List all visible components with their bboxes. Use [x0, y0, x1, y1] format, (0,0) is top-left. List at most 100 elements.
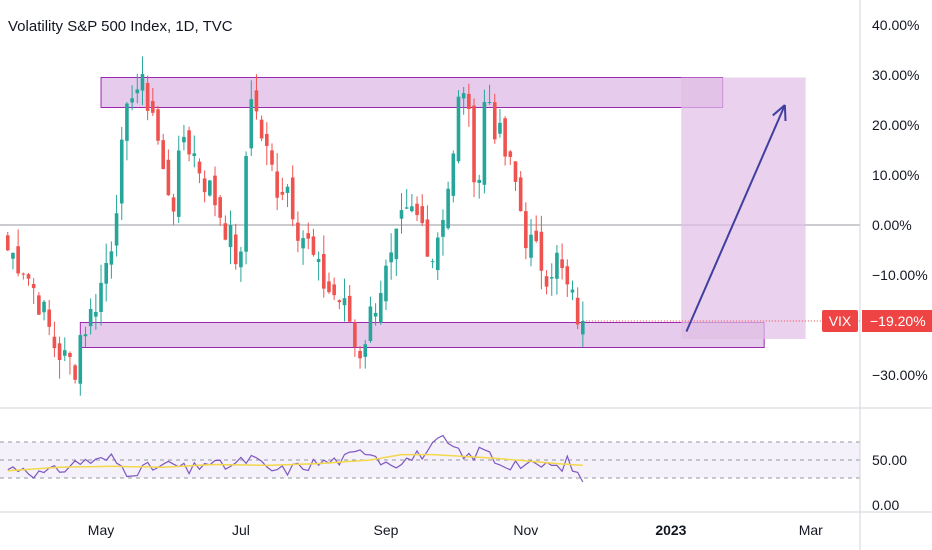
candle-body: [151, 101, 155, 113]
candle-body: [26, 274, 31, 279]
candle-body: [68, 352, 72, 357]
candle-body: [321, 253, 326, 289]
y-tick-label: 20.00%: [872, 117, 919, 133]
candle-body: [119, 139, 124, 204]
candle-body: [130, 98, 134, 103]
candle-body: [109, 251, 114, 265]
candle-body: [451, 153, 456, 196]
candle-body: [498, 122, 502, 134]
candle-body: [42, 301, 46, 313]
candle-body: [249, 99, 254, 149]
candle-body: [57, 343, 62, 361]
x-tick-label: Mar: [799, 522, 823, 538]
candle-body: [135, 89, 140, 94]
zone-box: [79, 322, 765, 348]
candle-body: [16, 246, 20, 274]
candle-body: [358, 350, 362, 359]
candle-body: [208, 180, 212, 196]
candle-body: [114, 213, 119, 246]
candle-body: [575, 297, 580, 325]
candle-body: [415, 203, 419, 216]
candle-body: [156, 109, 160, 141]
candle-body: [477, 179, 482, 183]
candle-body: [78, 335, 83, 384]
candle-body: [104, 262, 109, 284]
candle-body: [254, 90, 259, 112]
candle-body: [296, 222, 300, 241]
candle-body: [21, 273, 26, 275]
arrow-head: [783, 104, 787, 122]
candle-body: [94, 311, 98, 317]
candle-body: [47, 309, 52, 327]
chart-title: Volatility S&P 500 Index, 1D, TVC: [8, 18, 233, 35]
candle-body: [176, 150, 181, 217]
candle-body: [544, 276, 549, 287]
last-value-label-bg: [862, 310, 932, 332]
candle-body: [534, 230, 539, 242]
candle-body: [399, 210, 404, 219]
candle-body: [425, 219, 430, 257]
candle-body: [410, 206, 414, 212]
y-tick-label: −10.00%: [872, 267, 928, 283]
candle-body: [223, 223, 228, 240]
candle-body: [37, 295, 41, 315]
candle-body: [435, 237, 440, 271]
candle-body: [503, 118, 507, 157]
candle-body: [259, 119, 264, 139]
candle-body: [290, 177, 295, 220]
candle-body: [492, 102, 497, 140]
candle-body: [456, 96, 461, 162]
candle-body: [306, 233, 311, 239]
candle-body: [197, 161, 202, 174]
candle-body: [487, 102, 492, 104]
candle-body: [560, 259, 564, 269]
candle-body: [218, 197, 222, 218]
rsi-tick-label: 0.00: [872, 497, 899, 513]
candle-body: [430, 261, 435, 263]
candle-body: [239, 251, 243, 268]
symbol-label-bg: [822, 310, 858, 332]
y-tick-label: 10.00%: [872, 167, 919, 183]
candle-body: [332, 284, 336, 296]
candle-body: [244, 156, 248, 252]
candle-body: [373, 312, 378, 317]
candle-body: [187, 130, 191, 155]
candle-body: [482, 101, 487, 185]
candle-body: [125, 103, 129, 141]
symbol-label: VIX: [829, 313, 852, 329]
candle-body: [140, 74, 145, 91]
rsi-ma-line: [7, 453, 583, 472]
y-tick-label: −30.00%: [872, 367, 928, 383]
candle-body: [461, 93, 466, 99]
y-tick-label: 40.00%: [872, 17, 919, 33]
candle-body: [228, 225, 233, 248]
forecast-arrow: [685, 104, 786, 332]
x-tick-label: Jul: [232, 522, 250, 538]
candle-body: [5, 235, 10, 251]
x-tick-label: 2023: [655, 522, 686, 538]
candle-body: [472, 105, 476, 183]
price-pane: [0, 56, 860, 396]
candle-body: [524, 211, 528, 249]
candle-body: [161, 140, 165, 169]
candle-body: [549, 277, 554, 279]
candle-body: [88, 308, 93, 327]
candle-body: [467, 93, 471, 110]
candle-body: [555, 252, 559, 279]
candle-body: [337, 300, 342, 303]
candle-body: [404, 207, 409, 209]
candle-body: [513, 161, 518, 182]
candle-body: [171, 197, 176, 212]
arrow-head: [772, 104, 786, 117]
last-value-label: −19.20%: [870, 313, 926, 329]
candle-body: [270, 150, 274, 165]
candle-body: [389, 252, 393, 263]
candle-body: [285, 186, 290, 193]
x-tick-label: Nov: [513, 522, 538, 538]
candle-body: [565, 266, 570, 285]
candle-body: [347, 295, 352, 322]
y-tick-label: 30.00%: [872, 67, 919, 83]
y-tick-label: 0.00%: [872, 217, 912, 233]
candle-body: [301, 238, 305, 249]
candle-body: [52, 336, 57, 349]
